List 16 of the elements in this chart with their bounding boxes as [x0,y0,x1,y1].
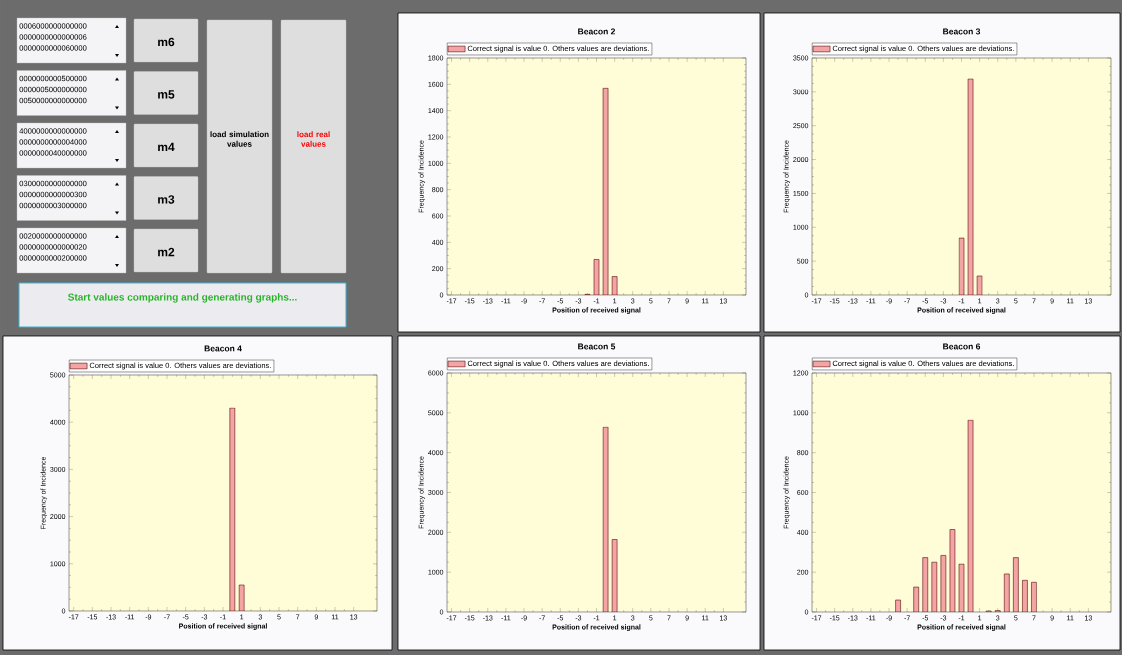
text: m4 [158,142,175,152]
text: load real values [297,131,330,147]
chart-title: Beacon 3 [943,28,981,35]
chart-title: Beacon 4 [204,345,242,352]
bar [958,237,965,295]
text: Start values comparing and generating graphs... [68,293,297,303]
bar [976,275,983,295]
chart-title: Beacon 5 [578,343,616,350]
text: m3 [158,195,175,204]
bar [967,78,974,295]
chart-title: Beacon 2 [578,28,616,35]
chart-title: Beacon 6 [943,343,981,350]
text: load simulation values [210,131,269,147]
text: m5 [158,90,175,99]
text: m2 [158,247,175,257]
text: m6 [158,37,175,47]
